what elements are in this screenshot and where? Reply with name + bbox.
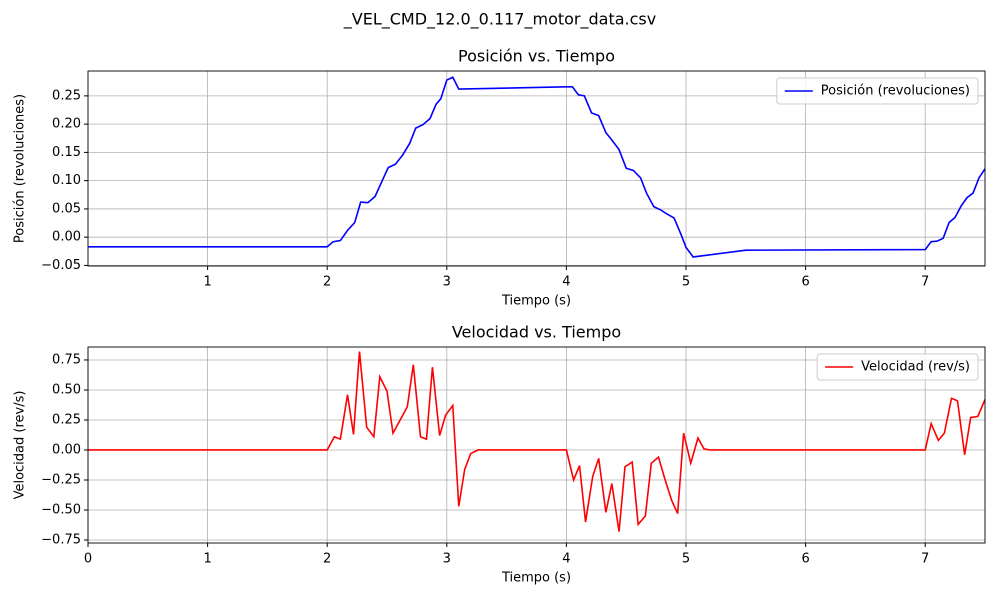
figure-title: _VEL_CMD_12.0_0.117_motor_data.csv [343,10,656,30]
legend: Velocidad (rev/s) [816,353,979,381]
y-tick-label: 0.20 [52,117,81,132]
legend: Posición (revoluciones) [776,77,979,105]
y-axis-label: Posición (revoluciones) [13,94,28,243]
y-tick-label: −0.50 [41,502,81,517]
y-tick-label: 0.25 [52,88,81,103]
legend-box [816,353,979,381]
x-axis-label: Tiempo (s) [501,571,571,586]
x-tick-label: 3 [443,275,451,290]
x-tick-label: 5 [682,552,690,567]
x-tick-label: 2 [323,552,331,567]
x-tick-label: 4 [562,552,570,567]
y-tick-label: 0.75 [52,352,81,367]
axes-frame [87,70,986,267]
y-tick-label: 0.00 [52,230,81,245]
y-tick-label: 0.50 [52,382,81,397]
y-tick-label: 0.15 [52,145,81,160]
x-tick-label: 1 [203,552,211,567]
axes-frame [87,346,986,544]
axes-title: Velocidad vs. Tiempo [452,323,621,342]
x-tick-label: 7 [921,552,929,567]
x-tick-label: 7 [921,275,929,290]
y-tick-label: 0.25 [52,412,81,427]
x-tick-label: 1 [203,275,211,290]
legend-label: Velocidad (rev/s) [861,360,970,375]
data-line [88,351,986,532]
x-axis-label: Tiempo (s) [501,294,571,309]
legend-label: Posición (revoluciones) [821,84,970,99]
x-tick-label: 6 [801,275,809,290]
y-tick-label: 0.05 [52,201,81,216]
y-axis-label: Velocidad (rev/s) [13,391,28,500]
x-tick-label: 0 [84,552,92,567]
x-tick-label: 2 [323,275,331,290]
axes-title: Posición vs. Tiempo [458,47,615,66]
data-line [88,76,986,258]
x-tick-label: 5 [682,275,690,290]
legend-box [776,77,979,105]
y-tick-label: 0.10 [52,173,81,188]
x-tick-label: 4 [562,275,570,290]
y-tick-label: 0.00 [52,442,81,457]
y-tick-label: −0.05 [41,258,81,273]
y-tick-label: −0.25 [41,472,81,487]
x-tick-label: 3 [443,552,451,567]
x-tick-label: 6 [801,552,809,567]
y-tick-label: −0.75 [41,532,81,547]
